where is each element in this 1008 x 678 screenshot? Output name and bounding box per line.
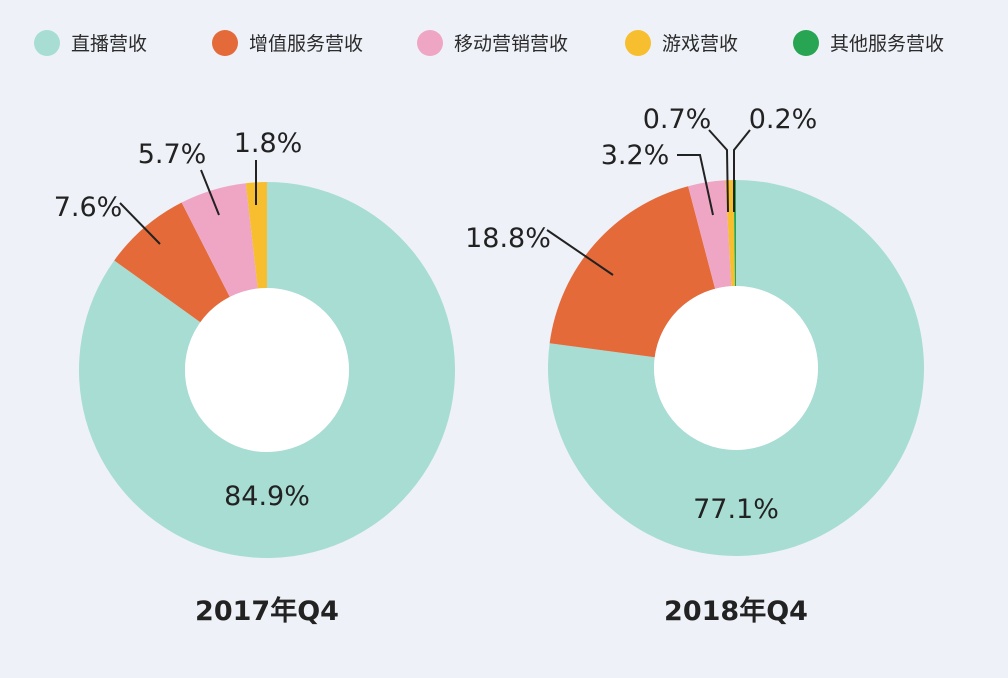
data-label-3: 1.8% — [234, 128, 303, 159]
donut-hole — [654, 286, 818, 450]
data-label-2: 3.2% — [601, 140, 670, 171]
data-label-0: 77.1% — [693, 494, 779, 525]
slice-移动营销营收 — [688, 180, 732, 289]
legend-swatch-3 — [625, 30, 651, 56]
data-label-2: 5.7% — [138, 139, 207, 170]
data-label-1: 7.6% — [54, 192, 123, 223]
legend-label-1: 增值服务营收 — [249, 33, 363, 55]
leader-line-1 — [119, 202, 161, 245]
slice-直播营收 — [547, 180, 924, 556]
leader-line-1 — [546, 229, 614, 276]
slice-增值服务营收 — [549, 186, 716, 358]
slice-直播营收 — [79, 182, 455, 558]
legend-swatch-1 — [212, 30, 238, 56]
chart-title: 2018年Q4 — [664, 595, 808, 627]
slice-游戏营收 — [245, 182, 267, 289]
legend-swatch-4 — [793, 30, 819, 56]
leader-line-3 — [708, 129, 729, 213]
data-label-1: 18.8% — [465, 223, 551, 254]
legend-label-0: 直播营收 — [71, 33, 147, 55]
data-label-3: 0.7% — [643, 104, 712, 135]
slice-移动营销营收 — [181, 183, 258, 297]
donut-chart-2017-q4: 84.9% 7.6% 5.7% 1.8% 2017年Q4 — [54, 128, 455, 627]
leader-line-2 — [677, 154, 714, 216]
data-label-0: 84.9% — [224, 481, 310, 512]
data-label-4: 0.2% — [749, 104, 818, 135]
slice-增值服务营收 — [114, 202, 230, 323]
legend-swatch-2 — [417, 30, 443, 56]
legend-label-2: 移动营销营收 — [454, 33, 568, 55]
chart-title: 2017年Q4 — [195, 595, 339, 627]
leader-line-2 — [200, 169, 220, 216]
leader-line-4 — [733, 129, 751, 212]
legend-swatch-0 — [34, 30, 60, 56]
donut-hole — [185, 288, 349, 452]
legend: 直播营收 增值服务营收 移动营销营收 游戏营收 其他服务营收 — [34, 30, 944, 56]
donut-chart-2018-q4: 77.1% 18.8% 3.2% 0.7% 0.2% 2018年Q4 — [465, 104, 924, 627]
legend-label-4: 其他服务营收 — [830, 33, 944, 55]
legend-label-3: 游戏营收 — [662, 33, 738, 55]
